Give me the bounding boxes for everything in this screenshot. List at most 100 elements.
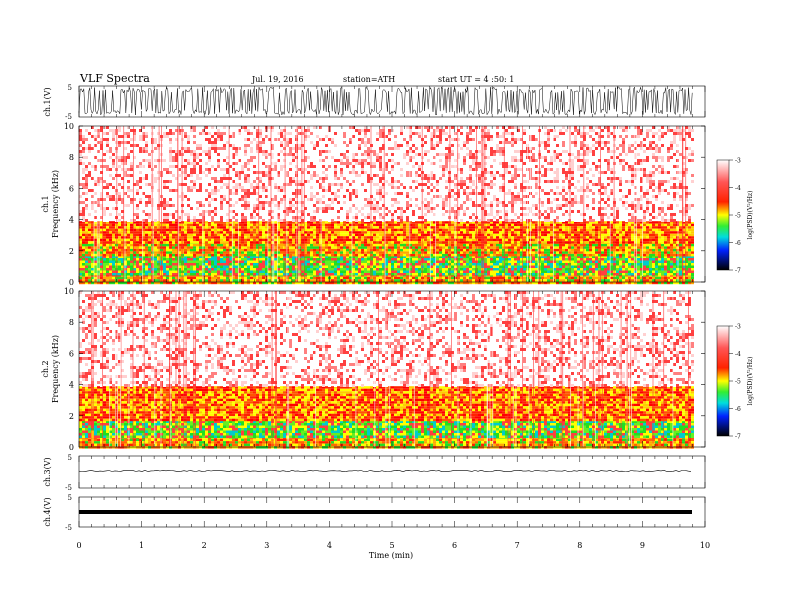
spectrogram-cell <box>247 273 250 276</box>
spectrogram-cell <box>439 234 442 237</box>
spectrogram-cell <box>127 229 130 232</box>
spectrogram-cell <box>541 258 544 261</box>
ch1-wave-panel: 5 -5 ch.1(V) <box>43 84 705 121</box>
spectrogram-cell <box>418 266 421 269</box>
spectrogram-cell <box>508 271 511 274</box>
spectrogram-cell <box>352 246 355 249</box>
spectrogram-cell <box>283 268 286 271</box>
spectrogram-cell <box>604 261 607 264</box>
spectrogram-cell <box>523 251 526 254</box>
spectrogram-cell <box>325 221 328 224</box>
spectrogram-cell <box>628 271 631 274</box>
spectrogram-cell <box>556 234 559 237</box>
spectrogram-cell <box>688 229 691 232</box>
spectrogram-cell <box>316 249 319 252</box>
spectrogram-cell <box>202 246 205 249</box>
spectrogram-cell <box>493 279 496 282</box>
spectrogram-cell <box>262 254 265 257</box>
spectrogram-cell <box>112 234 115 237</box>
spectrogram-cell <box>187 244 190 247</box>
spectrogram-cell <box>664 249 667 252</box>
spectrogram-cell <box>631 261 634 264</box>
spectrogram-cell <box>367 263 370 266</box>
spectrogram-cell <box>655 254 658 257</box>
spectrogram-cell <box>211 277 214 280</box>
spectrogram-cell <box>406 273 409 276</box>
spectrogram-cell <box>565 254 568 257</box>
spectrogram-cell <box>319 271 322 274</box>
spectrogram-cell <box>370 266 373 269</box>
spectrogram-cell <box>643 261 646 264</box>
spectrogram-cell <box>268 279 271 282</box>
spectrogram-cell <box>136 268 139 271</box>
spectrogram-cell <box>370 261 373 264</box>
spectrogram-cell <box>481 258 484 261</box>
spectrogram-cell <box>580 231 583 234</box>
spectrogram-cell <box>484 246 487 249</box>
spectrogram-cell <box>451 249 454 252</box>
spectrogram-cell <box>88 271 91 274</box>
spectrogram-cell <box>352 229 355 232</box>
spectrogram-cell <box>355 229 358 232</box>
spectrogram-cell <box>415 251 418 254</box>
spectrogram-cell <box>493 246 496 249</box>
spectrogram-cell <box>163 258 166 261</box>
spectrogram-cell <box>328 266 331 269</box>
spectrogram-cell <box>298 251 301 254</box>
spectrogram-cell <box>82 246 85 249</box>
spectrogram-cell <box>316 221 319 224</box>
spectrogram-cell <box>85 263 88 266</box>
spectrogram-cell <box>298 226 301 229</box>
spectrogram-cell <box>280 249 283 252</box>
spectrogram-cell <box>649 234 652 237</box>
spectrogram-cell <box>154 266 157 269</box>
spectrogram-cell <box>196 273 199 276</box>
spectrogram-cell <box>223 277 226 280</box>
spectrogram-cell <box>346 231 349 234</box>
spectrogram-cell <box>667 254 670 257</box>
spectrogram-cell <box>193 261 196 264</box>
spectrogram-cell <box>157 229 160 232</box>
spectrogram-cell <box>364 251 367 254</box>
spectrogram-cell <box>331 244 334 247</box>
spectrogram-cell <box>388 261 391 264</box>
spectrogram-cell <box>103 244 106 247</box>
spectrogram-cell <box>673 266 676 269</box>
spectrogram-cell <box>328 271 331 274</box>
spectrogram-cell <box>325 258 328 261</box>
spectrogram-cell <box>514 261 517 264</box>
spectrogram-cell <box>202 279 205 282</box>
spectrogram-cell <box>559 246 562 249</box>
spectrogram-cell <box>355 246 358 249</box>
spectrogram-cell <box>541 261 544 264</box>
spectrogram-cell <box>358 266 361 269</box>
spectrogram-cell <box>616 249 619 252</box>
spectrogram-cell <box>415 268 418 271</box>
spectrogram-cell <box>571 263 574 266</box>
spectrogram-cell <box>379 231 382 234</box>
spectrogram-cell <box>466 277 469 280</box>
spectrogram-cell <box>487 266 490 269</box>
spectrogram-cell <box>313 266 316 269</box>
spectrogram-cell <box>595 254 598 257</box>
spectrogram-cell <box>211 261 214 264</box>
spectrogram-cell <box>388 271 391 274</box>
spectrogram-cell <box>508 277 511 280</box>
spectrogram-cell <box>157 254 160 257</box>
spectrogram-cell <box>469 271 472 274</box>
spectrogram-cell <box>289 251 292 254</box>
spectrogram-cell <box>532 268 535 271</box>
spectrogram-cell <box>244 231 247 234</box>
spectrogram-cell <box>691 254 694 257</box>
spectrogram-cell <box>307 277 310 280</box>
spectrogram-cell <box>163 261 166 264</box>
spectrogram-cell <box>367 273 370 276</box>
spectrogram-cell <box>550 273 553 276</box>
spectrogram-cell <box>349 268 352 271</box>
spectrogram-cell <box>376 224 379 227</box>
spectrogram-cell <box>301 234 304 237</box>
spectrogram-cell <box>394 244 397 247</box>
spectrogram-cell <box>424 263 427 266</box>
spectrogram-cell <box>172 254 175 257</box>
spectrogram-cell <box>691 273 694 276</box>
